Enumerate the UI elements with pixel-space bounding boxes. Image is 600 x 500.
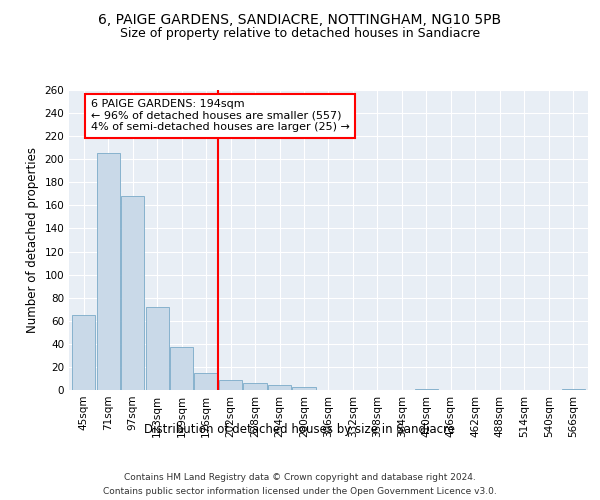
Text: 6 PAIGE GARDENS: 194sqm
← 96% of detached houses are smaller (557)
4% of semi-de: 6 PAIGE GARDENS: 194sqm ← 96% of detache…: [91, 99, 350, 132]
Bar: [97, 154, 120, 390]
Bar: [415, 389, 438, 390]
Bar: [562, 389, 585, 390]
Bar: [194, 372, 218, 390]
Text: Size of property relative to detached houses in Sandiacre: Size of property relative to detached ho…: [120, 28, 480, 40]
Text: Contains public sector information licensed under the Open Government Licence v3: Contains public sector information licen…: [103, 488, 497, 496]
Bar: [219, 380, 242, 390]
Y-axis label: Number of detached properties: Number of detached properties: [26, 147, 39, 333]
Text: 6, PAIGE GARDENS, SANDIACRE, NOTTINGHAM, NG10 5PB: 6, PAIGE GARDENS, SANDIACRE, NOTTINGHAM,…: [98, 12, 502, 26]
Text: Contains HM Land Registry data © Crown copyright and database right 2024.: Contains HM Land Registry data © Crown c…: [124, 472, 476, 482]
Bar: [268, 386, 291, 390]
Bar: [170, 348, 193, 390]
Bar: [146, 307, 169, 390]
Bar: [72, 315, 95, 390]
Bar: [121, 196, 144, 390]
Bar: [292, 386, 316, 390]
Text: Distribution of detached houses by size in Sandiacre: Distribution of detached houses by size …: [145, 422, 455, 436]
Bar: [244, 383, 266, 390]
